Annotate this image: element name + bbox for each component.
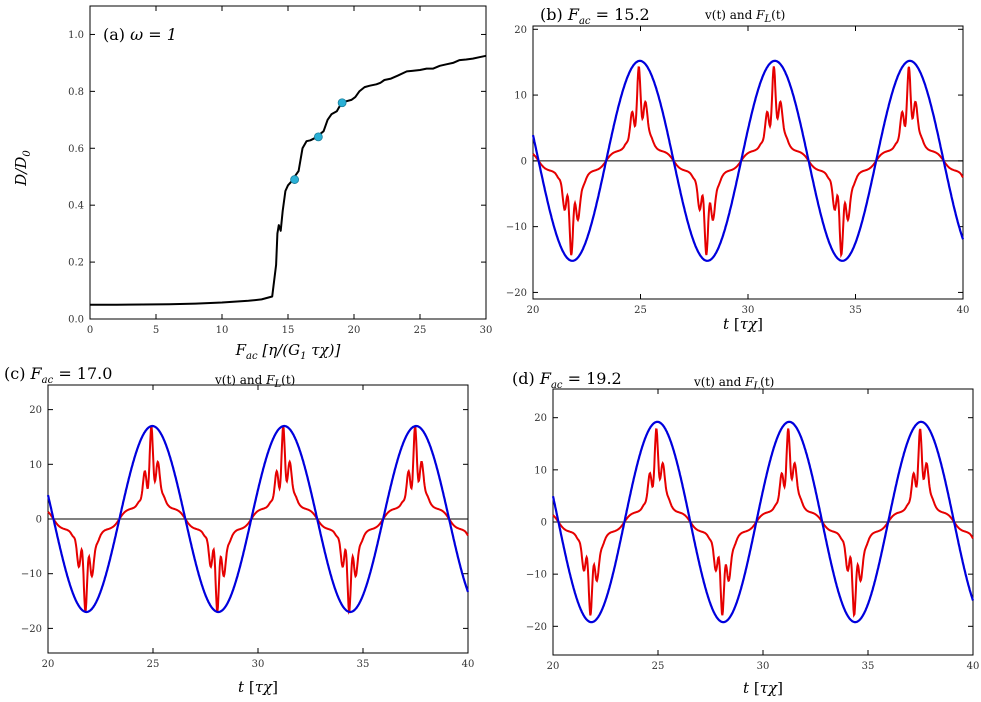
panel-d-ytick-label: −20 xyxy=(526,622,547,633)
panel-c-ytick-label: 20 xyxy=(29,405,42,416)
panel-d-xtick-label: 40 xyxy=(967,661,980,672)
panel-b-subtitle: v(t) and FL(t) xyxy=(704,8,785,25)
panel-a-frame xyxy=(89,5,487,320)
panel-a-curves xyxy=(90,54,487,306)
panel-c-curves xyxy=(46,424,470,615)
panel-b-curves xyxy=(531,59,965,262)
panel-a-marker-point xyxy=(337,98,347,108)
panel-d-title: (d) Fac = 19.2 xyxy=(512,369,622,391)
panel-b-line-fl xyxy=(531,59,965,262)
panel-c-ticks: 20 25 30 35 40 −20 −10 0 10 20 xyxy=(21,385,474,670)
panel-b-xtick-label: 35 xyxy=(849,305,862,316)
panel-b-xlabel: t [τχ] xyxy=(723,315,763,333)
panel-a-ylabel: D/D0 xyxy=(12,150,33,187)
panel-c-ytick-label: 10 xyxy=(29,460,42,471)
panel-d-subtitle: v(t) and FL(t) xyxy=(693,375,774,392)
panel-a-label: (a) xyxy=(103,25,125,44)
panel-d-xtick-label: 30 xyxy=(757,661,770,672)
panel-a-marker-point xyxy=(313,132,323,142)
panel-a-ytick-label: 0.8 xyxy=(68,87,84,98)
panel-d-curves xyxy=(551,420,975,624)
panel-d-fac: = 19.2 xyxy=(568,369,622,388)
panel-c-xtick-label: 20 xyxy=(42,659,55,670)
panel-c-subtitle: v(t) and FL(t) xyxy=(214,373,295,390)
panel-b-xtick-label: 25 xyxy=(634,305,647,316)
panel-b: 20 25 30 35 40 −20 −10 0 10 20 (b) Fac = 15.2 v(t… xyxy=(506,5,969,333)
panel-d-line-fl xyxy=(551,420,975,624)
panel-a-xtick-label: 10 xyxy=(216,325,229,336)
panel-a-ytick-label: 0.4 xyxy=(68,201,84,212)
panel-a-ytick-label: 0.2 xyxy=(68,258,84,269)
panel-a-xtick-label: 0 xyxy=(87,325,93,336)
panel-c-ytick-label: 0 xyxy=(36,515,42,526)
panel-c-xtick-label: 40 xyxy=(462,659,475,670)
panel-c-xtick-label: 30 xyxy=(252,659,265,670)
panel-a-xtick-label: 20 xyxy=(348,325,361,336)
panel-a-ytick-label: 0.6 xyxy=(68,144,84,155)
panel-c-line-fl xyxy=(46,424,470,614)
panel-c-xtick-label: 25 xyxy=(147,659,160,670)
panel-d: 20 25 30 35 40 −20 −10 0 10 20 (d) Fac = 19.2 v(t… xyxy=(512,369,979,697)
panel-a-xtick-label: 30 xyxy=(480,325,493,336)
panel-a-line-series xyxy=(90,54,487,306)
panel-a-title: (a) ω = 1 xyxy=(103,25,177,44)
panel-d-ytick-label: 10 xyxy=(534,465,547,476)
panel-d-label: (d) xyxy=(512,369,535,388)
panel-c-title: (c) Fac = 17.0 xyxy=(4,364,112,386)
panel-a-ticks: 0 5 10 15 20 25 30 0.0 0.2 0.4 0.6 0.8 1.0 xyxy=(68,6,492,336)
panel-c: 20 25 30 35 40 −20 −10 0 10 20 (c) Fac = 17.0 v(t… xyxy=(4,364,474,696)
panel-c-ytick-label: −20 xyxy=(21,624,42,635)
panel-b-title: (b) Fac = 15.2 xyxy=(540,5,650,27)
panel-a-xlabel: Fac [η/(G1 τχ)] xyxy=(235,341,341,362)
panel-b-ytick-label: 0 xyxy=(521,156,527,167)
panel-d-ticks: 20 25 30 35 40 −20 −10 0 10 20 xyxy=(526,389,979,672)
panel-d-ytick-label: 0 xyxy=(541,518,547,529)
panel-b-xtick-label: 20 xyxy=(527,305,540,316)
panel-a-xtick-label: 5 xyxy=(153,325,159,336)
panel-b-ytick-label: −10 xyxy=(506,222,527,233)
panel-a-ytick-label: 1.0 xyxy=(68,30,84,41)
panel-b-fac: = 15.2 xyxy=(596,5,650,24)
panel-d-ytick-label: 20 xyxy=(534,413,547,424)
panel-c-xtick-label: 35 xyxy=(357,659,370,670)
panel-b-label: (b) xyxy=(540,5,563,24)
panel-d-ytick-label: −10 xyxy=(526,570,547,581)
panel-c-xlabel: t [τχ] xyxy=(238,678,278,696)
panel-a-xtick-label: 15 xyxy=(282,325,295,336)
panel-d-xtick-label: 35 xyxy=(862,661,875,672)
panel-b-xtick-label: 30 xyxy=(742,305,755,316)
panel-b-ticks: 20 25 30 35 40 −20 −10 0 10 20 xyxy=(506,25,969,316)
panel-a-markers xyxy=(290,98,347,184)
panel-d-xtick-label: 20 xyxy=(547,661,560,672)
panel-b-ytick-label: −20 xyxy=(506,288,527,299)
panel-b-frame xyxy=(532,25,964,300)
panel-b-ytick-label: 10 xyxy=(514,91,527,102)
panel-d-xlabel: t [τχ] xyxy=(743,679,783,697)
panel-a: 0 5 10 15 20 25 30 0.0 0.2 0.4 0.6 0.8 1.0 (a) ω = 1… xyxy=(12,5,492,362)
panel-b-ytick-label: 20 xyxy=(514,25,527,36)
panel-d-xtick-label: 25 xyxy=(652,661,665,672)
panel-a-xtick-label: 25 xyxy=(414,325,427,336)
panel-c-label: (c) xyxy=(4,364,25,383)
panel-c-fac: = 17.0 xyxy=(58,364,112,383)
panel-b-xtick-label: 40 xyxy=(957,305,970,316)
panel-a-marker-point xyxy=(290,175,300,184)
panel-a-ytick-label: 0.0 xyxy=(68,315,84,326)
panel-a-omega: ω = 1 xyxy=(130,25,177,44)
panel-c-ytick-label: −10 xyxy=(21,569,42,580)
